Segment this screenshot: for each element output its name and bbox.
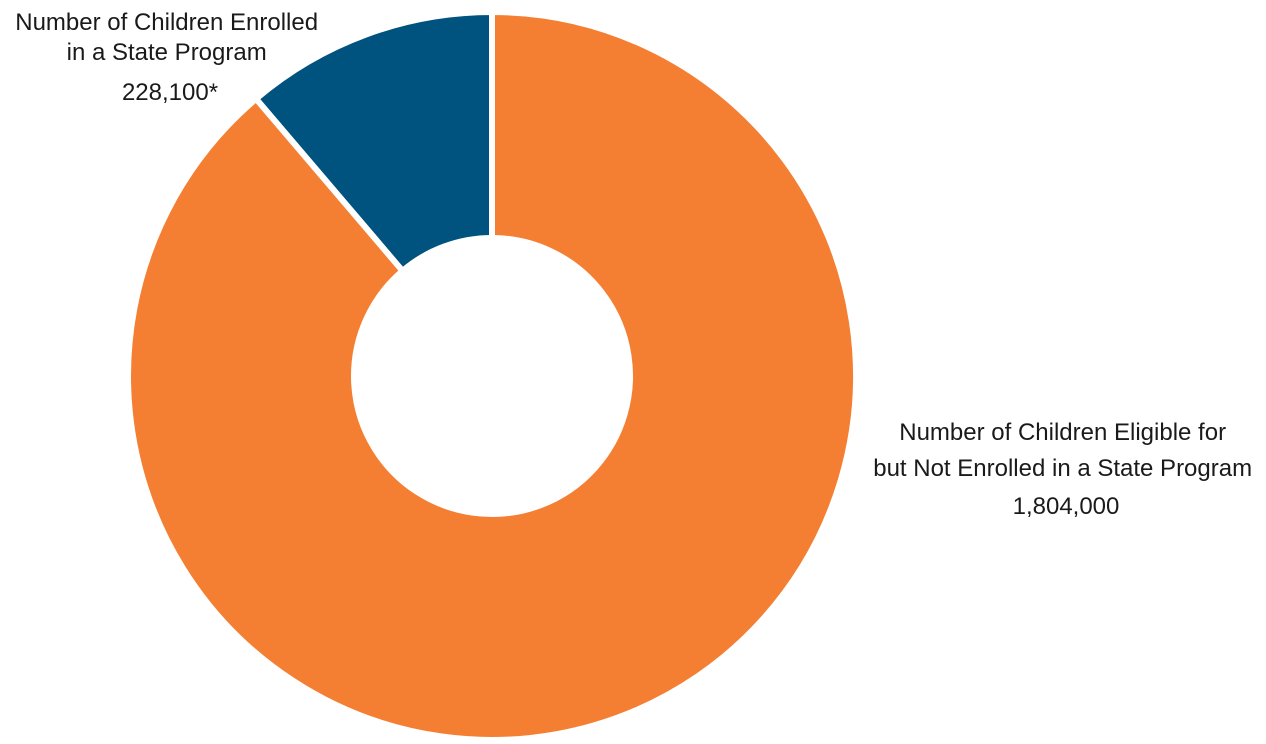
not-enrolled-label: Number of Children Eligible for but Not … <box>873 419 1259 520</box>
enrolled-slice <box>251 8 495 276</box>
enrolled-label: Number of Children Enrolled in a State P… <box>15 9 324 106</box>
not-enrolled-label-line-1: Number of Children Eligible for <box>899 419 1226 446</box>
not-enrolled-slice <box>125 8 859 743</box>
enrolled-label-line-1: Number of Children Enrolled <box>15 9 318 36</box>
not-enrolled-value-label: 1,804,000 <box>1013 493 1120 520</box>
enrolled-value-label: 228,100* <box>122 79 218 106</box>
not-enrolled-label-line-2: but Not Enrolled in a State Program <box>873 455 1252 482</box>
donut-slices <box>125 8 859 743</box>
enrolled-label-line-2: in a State Program <box>67 39 267 66</box>
